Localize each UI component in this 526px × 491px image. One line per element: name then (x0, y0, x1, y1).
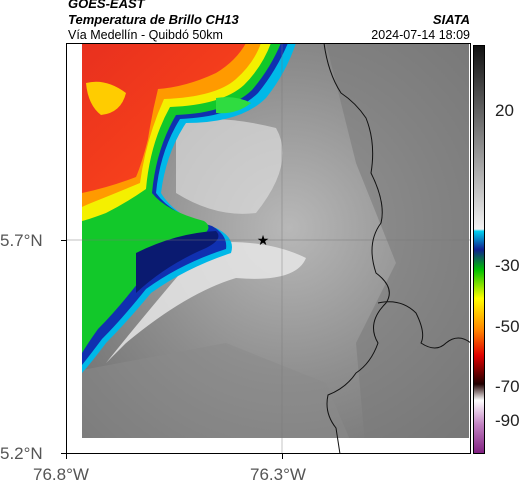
cold-cloud-red (82, 43, 246, 193)
cold-cloud-yellow-pocket (86, 81, 126, 115)
cloud-shade-south (66, 343, 356, 454)
lon-tickmark (66, 454, 67, 459)
product-title: Temperatura de Brillo CH13 (68, 12, 239, 27)
colorbar-tick-minus50: -50 (495, 317, 520, 336)
map-frame (66, 43, 471, 454)
org-label: SIATA (432, 12, 470, 27)
timestamp-label: 2024-07-14 18:09 (371, 28, 470, 42)
map-margin-bottom (66, 438, 471, 454)
lat-tickmark (61, 240, 66, 241)
colorbar-tick-minus30: -30 (495, 256, 520, 275)
lon-tick-763: 76.3°W (250, 465, 306, 484)
colorbar-tick-20: 20 (495, 101, 514, 120)
lat-tick-57: 5.7°N (0, 231, 43, 250)
lat-tick-52: 5.2°N (0, 444, 43, 463)
admin-boundary (323, 43, 390, 454)
colorbar-tick-minus70: -70 (495, 377, 520, 396)
colorbar-tick-minus90: -90 (495, 411, 520, 430)
cold-cloud-navy (136, 231, 219, 293)
light-cloud-band (106, 242, 306, 363)
light-cloud-north (176, 119, 283, 214)
location-star-icon: ★ (257, 233, 270, 249)
admin-boundary-east (377, 301, 471, 349)
lon-tick-768: 76.8°W (33, 465, 89, 484)
region-label: Vía Medellín - Quibdó 50km (68, 28, 223, 42)
map-margin-left (66, 43, 82, 454)
cold-cloud-green-top (216, 97, 251, 114)
lat-tickmark-2 (61, 453, 66, 454)
satellite-title: GOES-EAST (68, 0, 145, 11)
brightness-temperature-map: ★ (66, 43, 471, 454)
colorbar (473, 45, 485, 454)
lon-tickmark-2 (282, 454, 283, 459)
cloud-shade-east (326, 43, 471, 454)
